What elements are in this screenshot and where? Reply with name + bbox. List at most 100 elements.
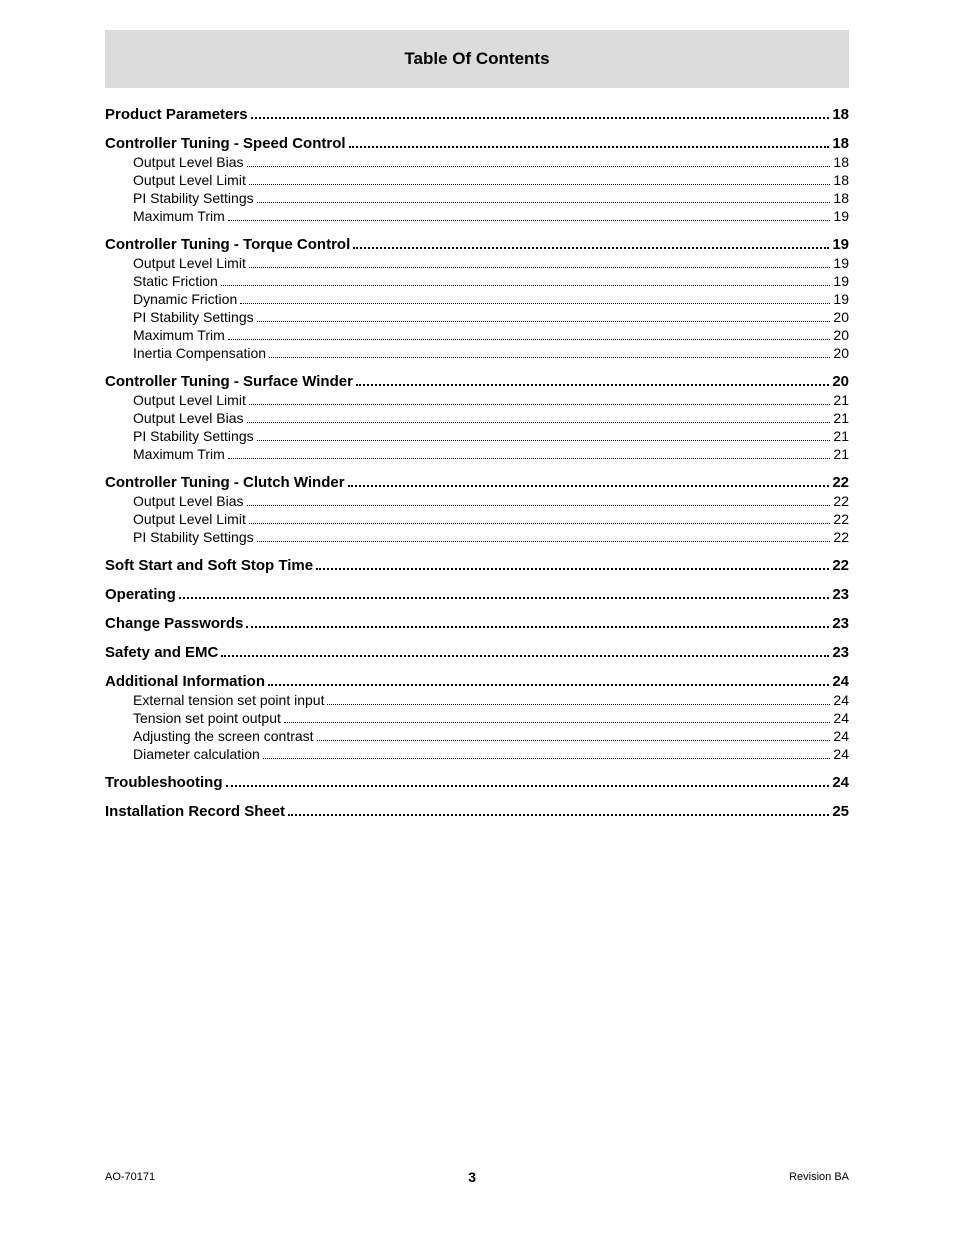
- toc-subitem: Output Level Limit 18: [105, 172, 849, 188]
- toc-leader-dots: [284, 722, 831, 723]
- toc-subitem-label: PI Stability Settings: [133, 309, 254, 325]
- toc-leader-dots: [316, 568, 829, 570]
- toc-section-page: 23: [832, 615, 849, 632]
- toc-subitem-page: 18: [833, 172, 849, 188]
- toc-section: Change Passwords 23: [105, 615, 849, 632]
- toc-subitem-page: 19: [833, 291, 849, 307]
- toc-leader-dots: [221, 655, 829, 657]
- toc-section: Controller Tuning - Speed Control 18: [105, 135, 849, 152]
- toc-section: Additional Information 24: [105, 673, 849, 690]
- toc-subitem-label: Inertia Compensation: [133, 345, 266, 361]
- toc-subitem: Maximum Trim21: [105, 446, 849, 462]
- toc-leader-dots: [327, 704, 830, 705]
- toc-subitem-label: PI Stability Settings: [133, 428, 254, 444]
- toc-leader-dots: [249, 404, 831, 405]
- toc-subitem-label: PI Stability Settings: [133, 190, 254, 206]
- toc-subitem: Output Level Bias18: [105, 154, 849, 170]
- table-of-contents: Product Parameters 18 Controller Tuning -…: [105, 106, 849, 820]
- toc-section-page: 20: [832, 373, 849, 390]
- toc-section: Safety and EMC 23: [105, 644, 849, 661]
- toc-leader-dots: [288, 814, 829, 816]
- toc-leader-dots: [317, 740, 831, 741]
- toc-leader-dots: [247, 166, 831, 167]
- toc-section-page: 23: [832, 586, 849, 603]
- toc-leader-dots: [257, 321, 831, 322]
- toc-leader-dots: [226, 785, 830, 787]
- toc-section-label: Change Passwords: [105, 615, 243, 632]
- toc-subitem-label: Maximum Trim: [133, 208, 225, 224]
- toc-section: Operating 23: [105, 586, 849, 603]
- toc-section-page: 19: [832, 236, 849, 253]
- toc-leader-dots: [356, 384, 829, 386]
- toc-subitem: External tension set point input24: [105, 692, 849, 708]
- toc-subitem-label: Output Level Bias: [133, 493, 244, 509]
- toc-section: Controller Tuning - Clutch Winder 22: [105, 474, 849, 491]
- toc-leader-dots: [228, 458, 831, 459]
- toc-subitem-page: 19: [833, 273, 849, 289]
- toc-section: Controller Tuning - Surface Winder 20: [105, 373, 849, 390]
- toc-subitem: Output Level Limit 19: [105, 255, 849, 271]
- toc-subitem-page: 20: [833, 327, 849, 343]
- toc-leader-dots: [257, 440, 831, 441]
- toc-subitem-page: 18: [833, 154, 849, 170]
- toc-subitem-page: 19: [833, 208, 849, 224]
- header-banner: Table Of Contents: [105, 30, 849, 88]
- toc-subitem-page: 24: [833, 746, 849, 762]
- toc-subitem: PI Stability Settings21: [105, 428, 849, 444]
- toc-subitem: Dynamic Friction 19: [105, 291, 849, 307]
- toc-section-label: Controller Tuning - Torque Control: [105, 236, 350, 253]
- toc-subitem: PI Stability Settings 22: [105, 529, 849, 545]
- page-footer: AO-70171 3 Revision BA: [105, 1169, 849, 1185]
- toc-subitem-page: 21: [833, 446, 849, 462]
- toc-subitem: Inertia Compensation 20: [105, 345, 849, 361]
- toc-subitem: Output Level Bias21: [105, 410, 849, 426]
- toc-subitem-page: 20: [833, 345, 849, 361]
- toc-subitem-page: 24: [833, 692, 849, 708]
- toc-subitem: Output Level Limit22: [105, 511, 849, 527]
- toc-section-label: Product Parameters: [105, 106, 248, 123]
- toc-section: Product Parameters 18: [105, 106, 849, 123]
- toc-leader-dots: [257, 541, 831, 542]
- toc-subitem-page: 18: [833, 190, 849, 206]
- toc-subitem-label: Dynamic Friction: [133, 291, 237, 307]
- toc-subitem-page: 21: [833, 392, 849, 408]
- toc-subitem-label: Output Level Limit: [133, 255, 246, 271]
- toc-section-label: Installation Record Sheet: [105, 803, 285, 820]
- toc-leader-dots: [249, 267, 831, 268]
- toc-section-label: Soft Start and Soft Stop Time: [105, 557, 313, 574]
- toc-subitem: Output Level Bias22: [105, 493, 849, 509]
- toc-section-page: 18: [832, 106, 849, 123]
- toc-section-page: 24: [832, 673, 849, 690]
- toc-section-page: 22: [832, 474, 849, 491]
- toc-subitem: PI Stability Settings20: [105, 309, 849, 325]
- toc-section-label: Controller Tuning - Speed Control: [105, 135, 346, 152]
- toc-subitem: Tension set point output24: [105, 710, 849, 726]
- toc-section-label: Controller Tuning - Surface Winder: [105, 373, 353, 390]
- toc-subitem-label: Diameter calculation: [133, 746, 260, 762]
- footer-revision: Revision BA: [789, 1171, 849, 1183]
- toc-subitem-page: 24: [833, 710, 849, 726]
- toc-subitem-page: 22: [833, 529, 849, 545]
- toc-leader-dots: [249, 523, 831, 524]
- toc-leader-dots: [247, 505, 831, 506]
- toc-section-page: 22: [832, 557, 849, 574]
- toc-subitem-label: PI Stability Settings: [133, 529, 254, 545]
- toc-section-label: Operating: [105, 586, 176, 603]
- toc-leader-dots: [228, 339, 831, 340]
- toc-section: Installation Record Sheet 25: [105, 803, 849, 820]
- toc-subitem-page: 24: [833, 728, 849, 744]
- toc-subitem: PI Stability Settings 18: [105, 190, 849, 206]
- toc-subitem-label: Adjusting the screen contrast: [133, 728, 314, 744]
- toc-section-label: Troubleshooting: [105, 774, 223, 791]
- toc-subitem: Output Level Limit21: [105, 392, 849, 408]
- toc-subitem: Adjusting the screen contrast 24: [105, 728, 849, 744]
- toc-section: Troubleshooting 24: [105, 774, 849, 791]
- footer-page-number: 3: [468, 1169, 476, 1185]
- toc-subitem: Maximum Trim20: [105, 327, 849, 343]
- toc-subitem-page: 19: [833, 255, 849, 271]
- toc-leader-dots: [179, 597, 829, 599]
- page-title: Table Of Contents: [404, 49, 549, 69]
- toc-section-page: 25: [832, 803, 849, 820]
- toc-subitem-label: Output Level Limit: [133, 172, 246, 188]
- toc-leader-dots: [263, 758, 831, 759]
